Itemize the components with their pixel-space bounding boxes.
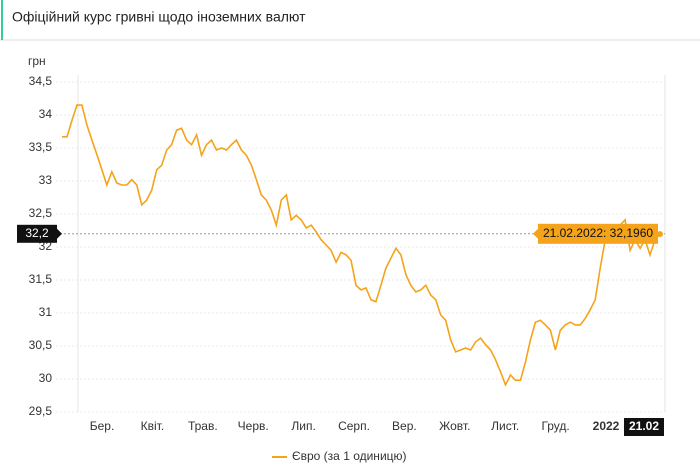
x-tick-label: Квіт. — [141, 419, 165, 433]
x-marker-label: 21.02 — [629, 419, 659, 433]
y-axis-label: грн — [28, 54, 46, 68]
highlight-point — [657, 231, 663, 238]
data-line — [62, 104, 661, 387]
x-marker-box — [624, 418, 664, 436]
x-tick-label: Трав. — [188, 419, 218, 433]
y-tick-label: 33,5 — [29, 140, 53, 154]
y-marker-box — [17, 224, 57, 243]
y-tick-label: 34 — [39, 107, 53, 121]
tooltip-arrow — [533, 228, 538, 239]
tooltip-box — [538, 223, 658, 244]
x-tick-label: 2022 — [593, 419, 620, 433]
y-tick-label: 31 — [39, 305, 53, 319]
x-tick-label: Вер. — [392, 419, 417, 433]
y-tick-label: 33 — [39, 173, 53, 187]
y-marker-arrow — [57, 228, 62, 239]
y-tick-label: 31,5 — [29, 272, 53, 286]
x-tick-label: Груд. — [541, 419, 569, 433]
chart-title: Офіційний курс гривні щодо іноземних вал… — [12, 9, 306, 25]
y-tick-label: 30,5 — [29, 338, 53, 352]
legend-label: Євро (за 1 одиницю) — [292, 449, 407, 463]
y-tick-label: 32,5 — [29, 206, 53, 220]
tooltip-label: 21.02.2022: 32,1960 — [543, 226, 653, 240]
y-marker-label: 32,2 — [25, 226, 49, 240]
x-tick-label: Жовт. — [439, 419, 470, 433]
x-tick-label: Серп. — [338, 419, 370, 433]
x-tick-label: Черв. — [238, 419, 269, 433]
y-tick-label: 30 — [39, 371, 53, 385]
y-tick-label: 34,5 — [29, 74, 53, 88]
x-tick-label: Лип. — [291, 419, 315, 433]
x-tick-label: Лист. — [491, 419, 519, 433]
x-tick-label: Бер. — [90, 419, 115, 433]
y-tick-label: 29,5 — [29, 404, 53, 418]
